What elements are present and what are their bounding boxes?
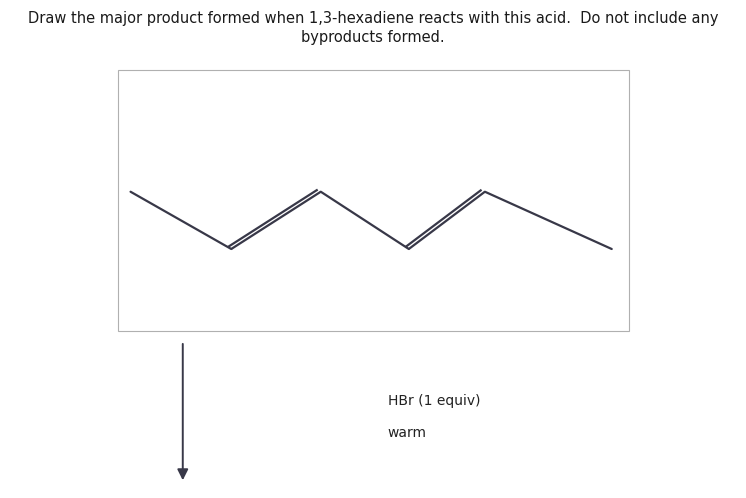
Text: HBr (1 equiv): HBr (1 equiv) (388, 394, 480, 408)
Bar (118, 70, 629, 331)
Text: warm: warm (388, 426, 427, 440)
Text: Draw the major product formed when 1,3-hexadiene reacts with this acid.  Do not : Draw the major product formed when 1,3-h… (28, 11, 718, 26)
Text: byproducts formed.: byproducts formed. (301, 30, 445, 45)
